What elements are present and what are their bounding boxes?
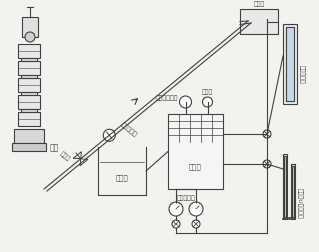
Bar xyxy=(240,10,278,35)
Bar xyxy=(18,62,40,76)
Text: 水泵: 水泵 xyxy=(50,143,59,152)
Circle shape xyxy=(103,130,115,142)
Text: 放水箱: 放水箱 xyxy=(189,163,202,169)
Bar xyxy=(168,115,223,189)
Text: 水银柱U型测压管: 水银柱U型测压管 xyxy=(297,187,303,217)
Bar xyxy=(291,164,295,219)
Bar xyxy=(18,96,40,110)
Text: 稳压箱: 稳压箱 xyxy=(253,2,265,7)
Text: 精密压力表: 精密压力表 xyxy=(177,195,195,200)
Circle shape xyxy=(189,202,203,216)
Bar xyxy=(286,28,294,102)
Bar xyxy=(18,79,40,93)
Circle shape xyxy=(203,98,212,108)
Circle shape xyxy=(172,220,180,228)
Text: 水柱测压管: 水柱测压管 xyxy=(299,65,305,83)
Text: 调节阀: 调节阀 xyxy=(59,150,71,161)
Text: 测压孔: 测压孔 xyxy=(202,89,213,94)
Bar xyxy=(18,113,40,127)
Bar xyxy=(292,166,294,217)
Circle shape xyxy=(192,220,200,228)
Bar xyxy=(284,156,286,217)
Bar xyxy=(21,76,37,79)
Bar xyxy=(22,18,38,38)
Circle shape xyxy=(169,202,183,216)
Bar xyxy=(21,110,37,113)
Bar xyxy=(14,130,44,143)
Circle shape xyxy=(180,97,191,109)
Bar xyxy=(21,93,37,96)
Text: 吸水箱: 吸水箱 xyxy=(115,174,128,180)
Text: 消火栓＋孔板: 消火栓＋孔板 xyxy=(155,95,178,100)
Bar xyxy=(283,25,297,105)
Bar xyxy=(12,143,46,151)
Circle shape xyxy=(263,160,271,168)
Bar xyxy=(283,154,287,219)
Text: 电磁流量计: 电磁流量计 xyxy=(119,121,137,138)
Circle shape xyxy=(25,33,35,43)
Bar xyxy=(21,59,37,62)
Circle shape xyxy=(263,131,271,138)
Bar xyxy=(18,45,40,59)
